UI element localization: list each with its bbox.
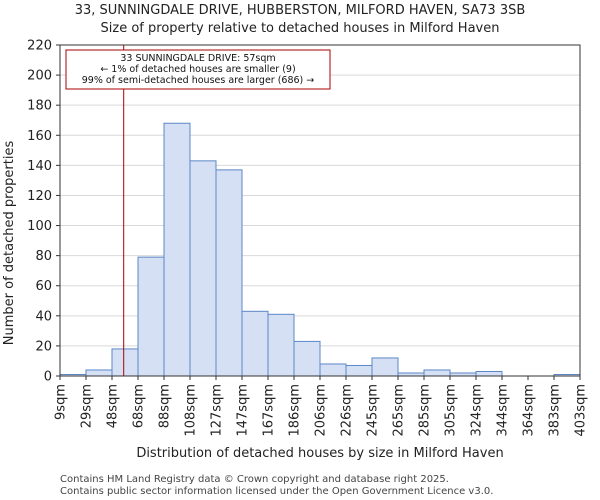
x-tick-label: 226sqm xyxy=(340,384,355,437)
y-tick-label: 180 xyxy=(27,99,52,114)
y-axis-label: Number of detached properties xyxy=(2,141,17,346)
x-tick-label: 245sqm xyxy=(366,384,381,437)
annotation-line-3: 99% of semi-detached houses are larger (… xyxy=(82,75,315,86)
histogram-bar xyxy=(475,370,503,377)
y-tick-label: 140 xyxy=(27,159,52,174)
histogram-bar xyxy=(189,160,217,377)
x-tick-label: 403sqm xyxy=(574,384,589,437)
chart-title: 33, SUNNINGDALE DRIVE, HUBBERSTON, MILFO… xyxy=(75,3,526,18)
x-tick-label: 383sqm xyxy=(548,384,563,437)
y-tick-label: 60 xyxy=(35,279,52,294)
y-tick-label: 40 xyxy=(35,309,52,324)
x-tick-label: 48sqm xyxy=(106,384,121,428)
x-tick-label: 167sqm xyxy=(262,384,277,437)
x-tick-label: 186sqm xyxy=(288,384,303,437)
histogram-bar xyxy=(137,256,165,377)
x-axis-ticks: 9sqm 29sqm 48sqm 68sqm 88sqm 108sqm 127sqm 147s… xyxy=(54,376,589,437)
y-axis-ticks: 0 20 40 60 80 100 120 140 160 180 200 220 xyxy=(27,39,60,385)
footer-licence: Contains public sector information licen… xyxy=(60,486,493,497)
histogram-bar xyxy=(241,310,269,377)
x-tick-label: 324sqm xyxy=(470,384,485,437)
annotation-line-1: 33 SUNNINGDALE DRIVE: 57sqm xyxy=(120,53,275,64)
histogram-bar xyxy=(293,340,321,377)
x-tick-label: 147sqm xyxy=(236,384,251,437)
y-tick-label: 160 xyxy=(27,129,52,144)
x-tick-label: 305sqm xyxy=(444,384,459,437)
footer-copyright: Contains HM Land Registry data © Crown c… xyxy=(60,474,449,485)
bars xyxy=(59,122,581,377)
x-tick-label: 29sqm xyxy=(80,384,95,428)
histogram-bar xyxy=(111,348,139,377)
histogram-bar xyxy=(319,363,347,377)
x-tick-label: 265sqm xyxy=(392,384,407,437)
x-tick-label: 206sqm xyxy=(314,384,329,437)
annotation-box xyxy=(65,49,331,90)
x-tick-label: 127sqm xyxy=(210,384,225,437)
y-tick-label: 220 xyxy=(27,39,52,54)
y-tick-label: 0 xyxy=(44,370,52,385)
plot-frame xyxy=(59,44,581,377)
x-tick-label: 344sqm xyxy=(496,384,511,437)
y-tick-label: 120 xyxy=(27,189,52,204)
x-tick-label: 68sqm xyxy=(132,384,147,428)
y-tick-label: 20 xyxy=(35,339,52,354)
histogram-bar xyxy=(423,369,451,377)
y-tick-label: 200 xyxy=(27,69,52,84)
histogram-bar xyxy=(371,357,399,377)
y-tick-label: 100 xyxy=(27,219,52,234)
x-tick-label: 88sqm xyxy=(158,384,173,428)
annotation-line-2: ← 1% of detached houses are smaller (9) xyxy=(100,64,295,75)
chart-subtitle: Size of property relative to detached ho… xyxy=(101,21,500,36)
histogram-bar xyxy=(85,369,113,377)
y-tick-label: 80 xyxy=(35,249,52,264)
x-tick-label: 364sqm xyxy=(522,384,537,437)
annotation: 33 SUNNINGDALE DRIVE: 57sqm ← 1% of deta… xyxy=(65,49,331,90)
x-tick-label: 285sqm xyxy=(418,384,433,437)
histogram-bar xyxy=(163,122,191,377)
histogram-bar xyxy=(215,169,243,377)
x-tick-label: 9sqm xyxy=(54,384,69,420)
histogram-bar xyxy=(345,364,373,377)
x-tick-label: 108sqm xyxy=(184,384,199,437)
histogram-bar xyxy=(267,313,295,377)
x-axis-label: Distribution of detached houses by size … xyxy=(136,446,503,461)
